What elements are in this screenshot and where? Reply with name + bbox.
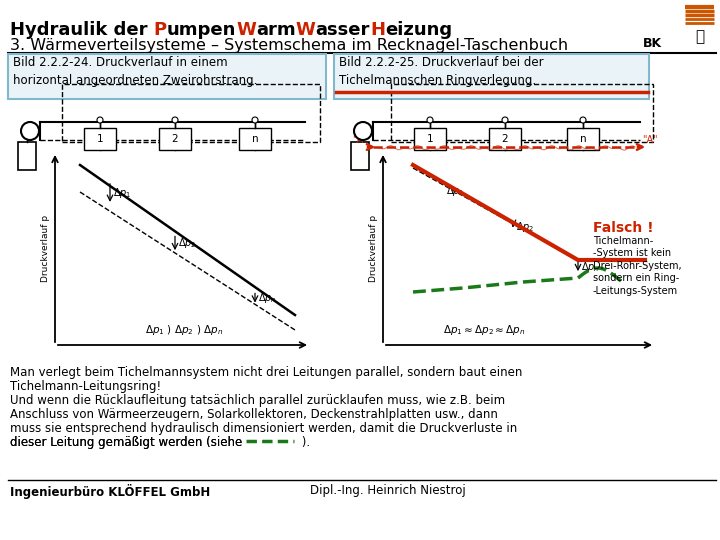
Circle shape bbox=[252, 117, 258, 123]
Bar bbox=[62, 84, 320, 142]
Text: Dipl.-Ing. Heinrich Niestroj: Dipl.-Ing. Heinrich Niestroj bbox=[310, 484, 466, 497]
Text: n: n bbox=[252, 134, 258, 144]
Text: W: W bbox=[296, 21, 315, 39]
Text: Tichelmann-
-System ist kein
Drei-Rohr-System,
sondern ein Ring-
-Leitungs-Syste: Tichelmann- -System ist kein Drei-Rohr-S… bbox=[593, 236, 682, 295]
Circle shape bbox=[427, 117, 433, 123]
Text: BK: BK bbox=[643, 37, 662, 50]
Text: Hydraulik der: Hydraulik der bbox=[10, 21, 154, 39]
Text: umpen: umpen bbox=[167, 21, 236, 39]
Text: Und wenn die Rücklaufleitung tatsächlich parallel zurücklaufen muss, wie z.B. be: Und wenn die Rücklaufleitung tatsächlich… bbox=[10, 394, 505, 407]
Text: dieser Leitung gemäßigt werden (siehe: dieser Leitung gemäßigt werden (siehe bbox=[10, 436, 242, 449]
Circle shape bbox=[354, 122, 372, 140]
Text: Druckverlauf p: Druckverlauf p bbox=[40, 215, 50, 282]
Text: asser: asser bbox=[315, 21, 370, 39]
Text: Falsch !: Falsch ! bbox=[593, 221, 654, 235]
Text: "A": "A" bbox=[642, 135, 657, 145]
Text: ).: ). bbox=[298, 436, 310, 449]
Bar bbox=[84, 128, 116, 150]
Text: 2: 2 bbox=[502, 134, 508, 144]
Text: Bild 2.2.2-24. Druckverlauf in einem
horizontal angeordneten Zweirohrstrang.: Bild 2.2.2-24. Druckverlauf in einem hor… bbox=[13, 56, 257, 87]
Text: dieser Leitung gemäßigt werden (siehe: dieser Leitung gemäßigt werden (siehe bbox=[10, 436, 242, 449]
Circle shape bbox=[21, 122, 39, 140]
Bar bbox=[567, 128, 599, 150]
Circle shape bbox=[97, 117, 103, 123]
Text: $\Delta p_2$: $\Delta p_2$ bbox=[516, 219, 534, 233]
FancyBboxPatch shape bbox=[334, 54, 649, 99]
Text: $\Delta p_1$: $\Delta p_1$ bbox=[446, 184, 464, 198]
Bar bbox=[351, 142, 369, 170]
Circle shape bbox=[172, 117, 178, 123]
Text: $\Delta p_1 \approx \Delta p_2 \approx \Delta p_n$: $\Delta p_1 \approx \Delta p_2 \approx \… bbox=[443, 323, 526, 337]
Bar bbox=[18, 142, 36, 170]
Text: Anschluss von Wärmeerzeugern, Solarkollektoren, Deckenstrahlplatten usw., dann: Anschluss von Wärmeerzeugern, Solarkolle… bbox=[10, 408, 498, 421]
Text: 2: 2 bbox=[171, 134, 179, 144]
FancyBboxPatch shape bbox=[8, 54, 326, 99]
Circle shape bbox=[580, 117, 586, 123]
Text: $\Delta p_n$: $\Delta p_n$ bbox=[258, 291, 276, 305]
Text: $\Delta p_2$: $\Delta p_2$ bbox=[178, 237, 197, 251]
Text: H: H bbox=[370, 21, 385, 39]
Text: 1: 1 bbox=[96, 134, 103, 144]
Text: $\Delta p_n$: $\Delta p_n$ bbox=[581, 260, 600, 273]
Text: $\Delta p_1$: $\Delta p_1$ bbox=[113, 186, 132, 200]
Text: Ingenieurbüro KLÖFFEL GmbH: Ingenieurbüro KLÖFFEL GmbH bbox=[10, 484, 210, 499]
Text: Druckverlauf p: Druckverlauf p bbox=[369, 215, 377, 282]
Bar bbox=[159, 128, 191, 150]
Text: arm: arm bbox=[256, 21, 296, 39]
Text: n: n bbox=[580, 134, 586, 144]
Bar bbox=[239, 128, 271, 150]
Text: "A": "A" bbox=[352, 135, 368, 145]
Text: 3. Wärmeverteilsysteme – Systemschema im Recknagel-Taschenbuch: 3. Wärmeverteilsysteme – Systemschema im… bbox=[10, 38, 568, 53]
Bar bbox=[489, 128, 521, 150]
Text: 1: 1 bbox=[427, 134, 433, 144]
Circle shape bbox=[502, 117, 508, 123]
Text: eizung: eizung bbox=[385, 21, 452, 39]
Text: P: P bbox=[154, 21, 167, 39]
Text: Bild 2.2.2-25. Druckverlauf bei der
Tichelmannschen Ringverlegung.: Bild 2.2.2-25. Druckverlauf bei der Tich… bbox=[339, 56, 544, 87]
Text: 🔥: 🔥 bbox=[695, 29, 704, 44]
Text: $\Delta p_1$ ) $\Delta p_2$ ) $\Delta p_n$: $\Delta p_1$ ) $\Delta p_2$ ) $\Delta p_… bbox=[145, 323, 223, 337]
Bar bbox=[391, 84, 653, 142]
Text: W: W bbox=[236, 21, 256, 39]
Text: Tichelmann-Leitungsring!: Tichelmann-Leitungsring! bbox=[10, 380, 161, 393]
Text: muss sie entsprechend hydraulisch dimensioniert werden, damit die Druckverluste : muss sie entsprechend hydraulisch dimens… bbox=[10, 422, 517, 435]
Text: Man verlegt beim Tichelmannsystem nicht drei Leitungen parallel, sondern baut ei: Man verlegt beim Tichelmannsystem nicht … bbox=[10, 366, 523, 379]
Bar bbox=[414, 128, 446, 150]
